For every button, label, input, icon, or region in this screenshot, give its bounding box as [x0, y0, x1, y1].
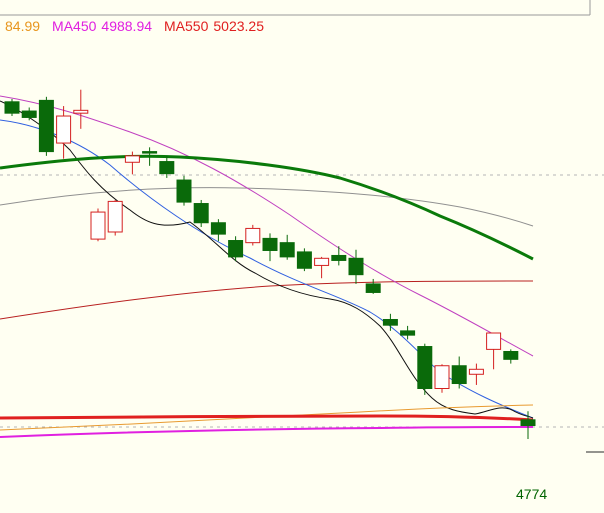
- candle: [73, 89, 89, 129]
- ma-curve-ma450: [0, 426, 534, 438]
- candle-body-up: [107, 200, 123, 233]
- candle: [486, 332, 502, 370]
- candle-body-down: [210, 222, 226, 235]
- candle: [296, 248, 312, 272]
- candle-body-up: [314, 257, 330, 266]
- candle: [503, 349, 519, 364]
- candle: [142, 147, 158, 166]
- candle-body-down: [159, 161, 175, 175]
- candle-body-down: [228, 240, 244, 258]
- candle-body-down: [365, 283, 381, 293]
- candle-body-down: [262, 237, 278, 251]
- candle-body-down: [296, 251, 312, 269]
- candle-body-down: [382, 318, 398, 326]
- candle: [434, 364, 450, 393]
- candle-body-down: [176, 179, 192, 203]
- candle: [365, 278, 381, 294]
- legend-value: 5023.25: [213, 18, 264, 34]
- candle-body-up: [245, 227, 261, 244]
- candle: [159, 155, 175, 178]
- grid-layer: [0, 0, 604, 453]
- candle-body-down: [331, 254, 347, 261]
- legend-item-ma550: MA550 5023.25: [164, 16, 264, 36]
- candle: [90, 208, 106, 242]
- candle-body-down: [400, 330, 416, 336]
- ma-curve-gray: [0, 187, 534, 227]
- candle-body-down: [503, 351, 519, 360]
- candle: [193, 199, 209, 228]
- candle: [107, 199, 123, 236]
- ma-curve-red-thin: [0, 280, 534, 320]
- candle: [468, 363, 484, 385]
- candle-body-down: [21, 110, 37, 118]
- candle-body-down: [279, 242, 295, 258]
- candle: [38, 96, 54, 156]
- legend-item-0: 84.99: [0, 16, 40, 36]
- ma-curve-violet: [0, 95, 534, 357]
- ma-curve-green: [0, 154, 534, 261]
- candle: [262, 233, 278, 262]
- legend-name: MA450: [52, 18, 97, 34]
- candle-body-up: [56, 115, 72, 144]
- moving-average-layer: [0, 95, 534, 438]
- candle-body-up: [90, 211, 106, 240]
- ma-curve-ma550: [0, 414, 534, 422]
- candle: [124, 151, 140, 175]
- ma-curve-orange: [0, 404, 534, 431]
- candle: [279, 234, 295, 260]
- candle-body-down: [4, 101, 20, 114]
- candle-body-down: [520, 419, 536, 426]
- legend-item-ma450: MA450 4988.94: [52, 16, 152, 36]
- candle: [21, 107, 37, 121]
- ma-legend: 84.99 MA450 4988.94 MA550 5023.25: [0, 16, 276, 36]
- candle-body-up: [124, 155, 140, 163]
- candle: [382, 313, 398, 331]
- candle: [400, 325, 416, 340]
- candle-body-down: [348, 257, 364, 276]
- legend-name: MA550: [164, 18, 209, 34]
- candle: [4, 98, 20, 117]
- candle-body-down: [38, 99, 54, 153]
- candle-body-down: [417, 346, 433, 390]
- candle-body-down: [193, 203, 209, 224]
- candle: [451, 356, 467, 389]
- candle: [417, 343, 433, 395]
- candle-body-up: [434, 365, 450, 389]
- candle-body-down: [142, 151, 158, 154]
- candle: [228, 236, 244, 262]
- candle: [245, 224, 261, 246]
- candle-body-up: [73, 109, 89, 114]
- candle-layer: [4, 89, 536, 440]
- candle-body-up: [486, 332, 502, 350]
- legend-value: 4988.94: [101, 18, 153, 34]
- candle: [176, 175, 192, 206]
- low-price-label: 4774: [516, 486, 548, 502]
- candle: [348, 249, 364, 284]
- candle: [520, 411, 536, 440]
- candle: [314, 256, 330, 279]
- candle: [210, 219, 226, 242]
- ma-curve-black: [0, 100, 534, 419]
- legend-value: 84.99: [5, 18, 41, 34]
- candle-body-up: [468, 368, 484, 375]
- candle: [331, 246, 347, 266]
- candle-body-down: [451, 365, 467, 385]
- candle: [56, 106, 72, 159]
